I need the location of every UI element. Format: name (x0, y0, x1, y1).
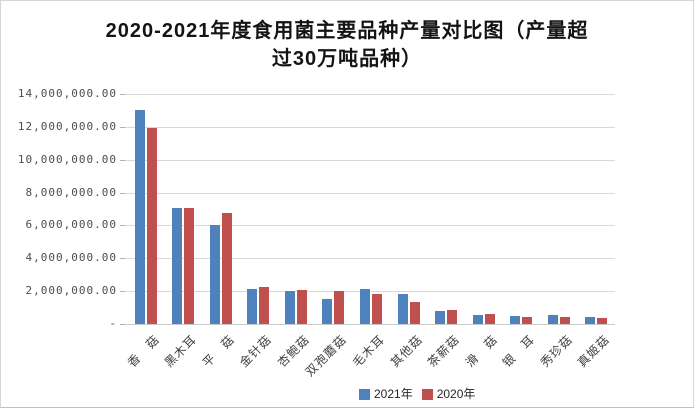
bar-2020 (147, 128, 157, 324)
gridline (127, 291, 615, 292)
y-axis-tick (120, 225, 126, 226)
bar-2021 (322, 299, 332, 324)
y-axis-tick-label: 14,000,000.00 (17, 87, 117, 100)
bar-2021 (135, 110, 145, 324)
y-axis-tick (120, 324, 126, 325)
bar-2021 (285, 291, 295, 324)
bar-2021 (435, 311, 445, 324)
legend-swatch-icon (359, 389, 370, 400)
bar-2020 (259, 287, 269, 324)
y-axis-tick-label: 8,000,000.00 (25, 186, 117, 199)
bar-2021 (510, 316, 520, 324)
gridline (127, 193, 615, 194)
y-axis-tick-label: - (109, 317, 117, 330)
x-axis-category-label: 黑木耳 (161, 332, 200, 370)
x-axis-category-label: 其他菇 (387, 332, 426, 370)
x-axis-category-label: 平 菇 (199, 332, 238, 370)
bar-2020 (522, 317, 532, 324)
bar-2021 (247, 289, 257, 324)
x-axis-category-label: 香 菇 (124, 332, 163, 370)
chart-title-line1: 2020-2021年度食用菌主要品种产量对比图（产量超 (105, 20, 589, 42)
y-axis-tick-label: 4,000,000.00 (25, 251, 117, 264)
y-axis-tick (120, 94, 126, 95)
y-axis-tick (120, 160, 126, 161)
bar-2021 (473, 315, 483, 324)
bar-2020 (447, 310, 457, 324)
legend-swatch-icon (421, 389, 433, 400)
y-axis-tick-label: 12,000,000.00 (17, 120, 117, 133)
bar-2021 (360, 289, 370, 324)
gridline (127, 127, 615, 128)
legend: 2021年 2020年 (359, 388, 475, 401)
gridline (127, 225, 615, 226)
bar-2020 (297, 290, 307, 324)
legend-item-2021: 2021年 (359, 388, 413, 401)
gridline (127, 258, 615, 259)
chart-title: 2020-2021年度食用菌主要品种产量对比图（产量超 过30万吨品种） (1, 17, 693, 73)
x-axis-category-label: 毛木耳 (349, 332, 388, 370)
bar-2020 (184, 208, 194, 324)
chart-title-line2: 过30万吨品种） (271, 48, 423, 70)
gridline (127, 94, 615, 95)
y-axis-tick-label: 2,000,000.00 (25, 284, 117, 297)
bar-2020 (485, 314, 495, 324)
bar-2020 (597, 318, 607, 324)
y-axis-tick (120, 193, 126, 194)
bar-2020 (222, 213, 232, 324)
bar-2020 (372, 294, 382, 324)
gridline (127, 160, 615, 161)
x-axis-category-label: 真姬菇 (574, 332, 613, 370)
legend-label: 2020年 (436, 387, 476, 401)
x-axis-line (127, 324, 615, 325)
x-axis-category-label: 银 耳 (499, 332, 538, 370)
bar-2021 (585, 317, 595, 324)
bar-2021 (172, 208, 182, 324)
bar-2021 (398, 294, 408, 324)
legend-label: 2021年 (374, 387, 413, 401)
x-axis-category-label: 滑 菇 (462, 332, 501, 370)
y-axis-tick-label: 10,000,000.00 (17, 153, 117, 166)
bar-2020 (334, 291, 344, 324)
y-axis-tick (120, 258, 126, 259)
bar-2020 (560, 317, 570, 324)
bar-2021 (548, 315, 558, 324)
bar-2020 (410, 302, 420, 324)
bar-2021 (210, 225, 220, 324)
x-axis-category-label: 茶薪菇 (424, 332, 463, 370)
y-axis-tick (120, 291, 126, 292)
x-axis-category-label: 金针菇 (236, 332, 275, 370)
legend-item-2020: 2020年 (421, 387, 476, 401)
y-axis-tick (120, 127, 126, 128)
y-axis-tick-label: 6,000,000.00 (25, 218, 117, 231)
x-axis-category-label: 秀珍菇 (537, 332, 576, 370)
